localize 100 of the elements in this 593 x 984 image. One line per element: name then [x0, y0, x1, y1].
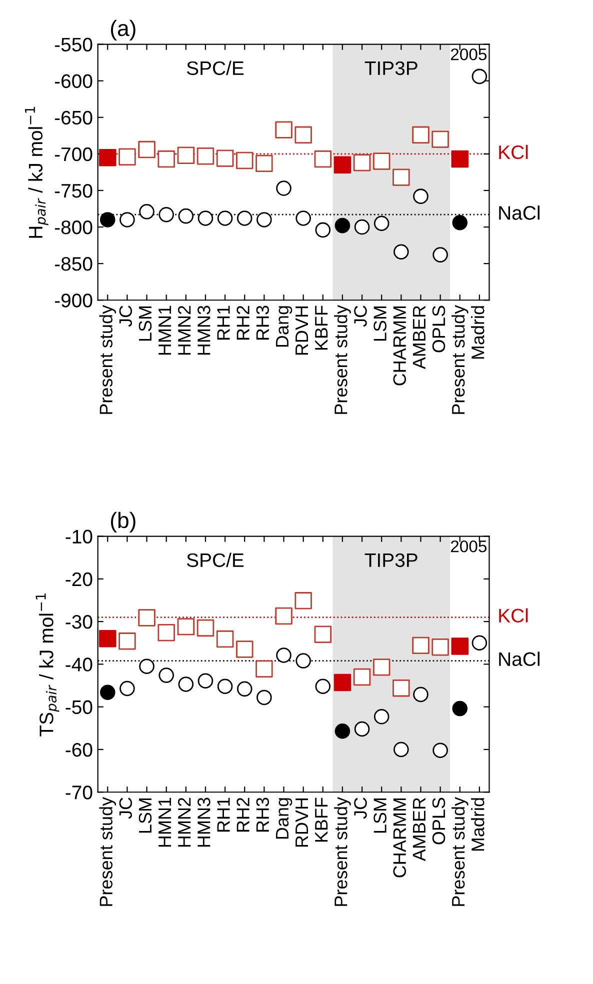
- point: [412, 636, 430, 654]
- annotation: SPC/E: [186, 60, 244, 76]
- point: [413, 686, 428, 702]
- point: [452, 215, 468, 230]
- chart-title: (a): [110, 20, 136, 41]
- point: [374, 216, 390, 232]
- point: [432, 638, 449, 656]
- y-tick-label: -600: [54, 74, 92, 88]
- x-tick-label: RH1: [217, 798, 230, 832]
- y-tick-label: -30: [66, 615, 92, 629]
- point: [334, 724, 350, 739]
- y-tick-label: -20: [66, 572, 92, 586]
- x-tick-label: RH3: [256, 798, 270, 832]
- x-tick-label: HMN2: [178, 306, 191, 355]
- x-tick-label: LSM: [138, 306, 152, 341]
- x-tick-label: RH2: [236, 306, 250, 340]
- point: [394, 244, 409, 260]
- y-tick-label: -800: [54, 220, 92, 234]
- x-tick-label: Present study: [451, 797, 468, 906]
- point: [432, 247, 448, 262]
- y-tick-label: -40: [66, 658, 92, 672]
- ref-line-label: KCl: [499, 608, 528, 623]
- x-tick-label: RDVH: [296, 798, 308, 847]
- x-tick-label: RH3: [256, 306, 270, 340]
- y-tick-label: -900: [54, 294, 92, 308]
- y-tick-label: -700: [54, 147, 92, 162]
- x-tick-label: JC: [119, 306, 132, 327]
- point: [432, 130, 449, 148]
- x-tick-label: JC: [119, 798, 132, 819]
- point: [334, 156, 352, 174]
- y-tick-label: -550: [54, 38, 92, 52]
- y-tick-label: -750: [54, 184, 92, 198]
- point: [372, 658, 390, 676]
- annotation: SPC/E: [186, 552, 244, 568]
- x-tick-label: Madrid: [471, 798, 484, 851]
- point: [392, 168, 410, 186]
- x-tick-label: HMN2: [178, 798, 191, 847]
- x-tick-label: JC: [354, 798, 367, 819]
- x-tick-label: LSM: [374, 798, 386, 833]
- x-tick-label: OPLS: [432, 798, 446, 844]
- point: [412, 126, 430, 144]
- x-tick-label: JC: [354, 306, 367, 327]
- y-tick-label: -650: [54, 110, 92, 125]
- y-tick-label: -850: [54, 257, 92, 271]
- x-tick-label: KBFF: [315, 798, 328, 842]
- point: [353, 668, 371, 686]
- x-tick-label: CHARMM: [393, 306, 406, 386]
- x-tick-label: LSM: [374, 306, 386, 341]
- x-tick-label: RH1: [217, 306, 230, 340]
- x-tick-label: CHARMM: [393, 798, 406, 878]
- x-tick-label: HMN1: [158, 306, 172, 355]
- point: [99, 630, 116, 648]
- ref-line-label: KCl: [499, 144, 528, 160]
- point: [100, 212, 116, 228]
- point: [99, 148, 116, 166]
- point: [413, 188, 428, 204]
- y-axis-title: H$_{pair}$ / kJ mol$^{−1}$: [24, 106, 48, 238]
- x-tick-label: Dang: [276, 306, 292, 347]
- annotation: TIP3P: [364, 553, 418, 568]
- x-tick-label: Madrid: [471, 306, 484, 359]
- x-tick-label: HMN1: [158, 798, 172, 847]
- x-tick-label: LSM: [138, 798, 152, 833]
- point: [334, 218, 350, 234]
- point: [354, 219, 370, 235]
- x-tick-label: RH2: [236, 798, 250, 832]
- point: [372, 152, 390, 170]
- point: [394, 742, 409, 758]
- point: [353, 154, 371, 172]
- annotation: TIP3P: [364, 61, 418, 76]
- point: [334, 674, 352, 692]
- x-tick-label: HMN3: [198, 798, 210, 847]
- point: [452, 700, 468, 716]
- x-tick-label: AMBER: [412, 798, 426, 862]
- annotation: 2005: [450, 540, 487, 552]
- x-tick-label: Present study: [99, 305, 116, 414]
- y-tick-label: -50: [66, 700, 92, 714]
- point: [432, 742, 448, 758]
- point: [451, 638, 468, 655]
- x-tick-label: HMN3: [198, 306, 210, 355]
- point: [451, 150, 468, 168]
- y-tick-label: -60: [66, 742, 92, 757]
- x-tick-label: OPLS: [432, 306, 446, 352]
- y-axis-title: TS$_{pair}$ / kJ mol$^{−1}$: [36, 594, 60, 736]
- annotation: 2005: [450, 48, 487, 60]
- x-tick-label: Present study: [334, 797, 351, 906]
- x-tick-label: KBFF: [315, 306, 328, 350]
- point: [392, 679, 410, 697]
- ref-line-label: NaCl: [499, 652, 540, 666]
- x-tick-label: AMBER: [412, 306, 426, 370]
- x-tick-label: Present study: [99, 797, 116, 906]
- y-tick-label: -10: [66, 530, 92, 544]
- point: [374, 709, 390, 724]
- x-tick-label: Present study: [334, 305, 351, 414]
- point: [100, 684, 116, 700]
- x-tick-label: Present study: [451, 305, 468, 414]
- y-tick-label: -70: [66, 786, 92, 800]
- chart-title: (b): [110, 512, 136, 533]
- ref-line-label: NaCl: [499, 206, 540, 220]
- point: [354, 721, 370, 737]
- x-tick-label: RDVH: [296, 306, 308, 355]
